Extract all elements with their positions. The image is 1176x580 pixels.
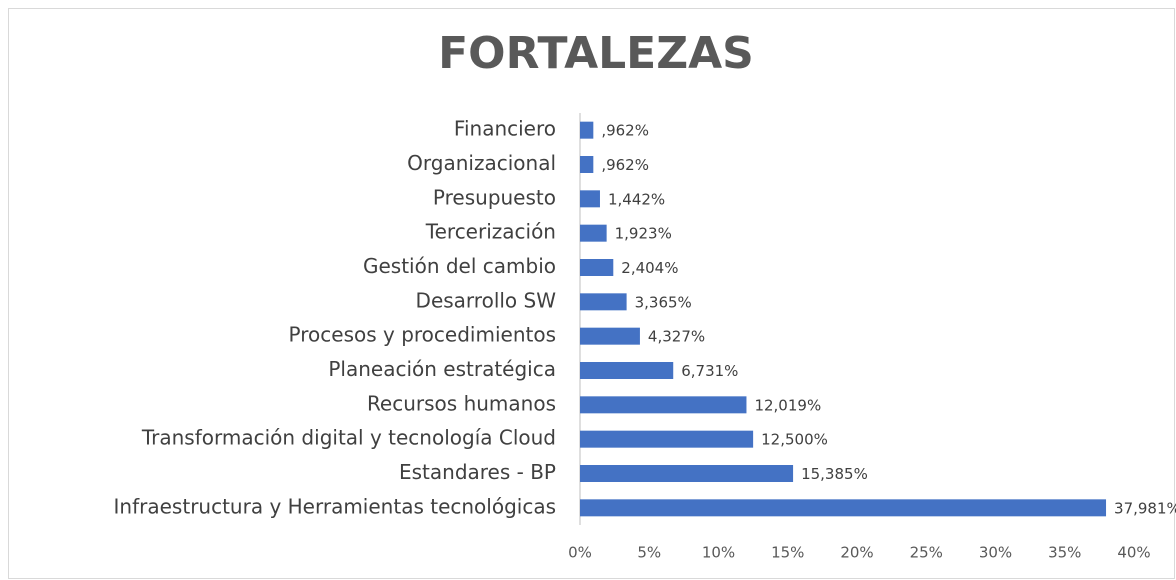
x-tick-label: 25% <box>910 544 943 562</box>
x-tick-label: 20% <box>840 544 873 562</box>
x-tick-label: 0% <box>568 544 592 562</box>
data-label: 12,019% <box>754 396 821 414</box>
bar <box>580 327 640 345</box>
bar <box>580 293 627 311</box>
data-label: 1,923% <box>615 225 672 243</box>
data-label: 1,442% <box>608 190 665 208</box>
data-label: 4,327% <box>648 328 705 346</box>
y-tick-label: Recursos humanos <box>367 391 556 415</box>
chart-title: FORTALEZAS <box>438 28 754 79</box>
y-tick-label: Desarrollo SW <box>416 288 557 312</box>
x-tick-label: 5% <box>637 544 661 562</box>
y-tick-label: Gestión del cambio <box>363 254 556 278</box>
y-tick-label: Infraestructura y Herramientas tecnológi… <box>114 494 556 518</box>
data-label: 15,385% <box>801 465 868 483</box>
data-label: 2,404% <box>621 259 678 277</box>
bar <box>580 396 747 414</box>
x-tick-label: 15% <box>771 544 804 562</box>
data-label: ,962% <box>601 122 649 140</box>
x-tick-label: 35% <box>1048 544 1081 562</box>
bar <box>580 499 1107 517</box>
y-tick-label: Presupuesto <box>433 185 556 209</box>
x-tick-label: 30% <box>979 544 1012 562</box>
bar <box>580 156 594 173</box>
bar <box>580 224 607 242</box>
data-label: ,962% <box>601 156 649 174</box>
bar <box>580 430 754 448</box>
y-tick-label: Organizacional <box>407 151 556 175</box>
data-label: 37,981% <box>1114 499 1176 517</box>
data-label: 6,731% <box>681 362 738 380</box>
data-label: 3,365% <box>635 293 692 311</box>
x-tick-label: 40% <box>1117 544 1150 562</box>
y-tick-label: Planeación estratégica <box>328 357 556 381</box>
bar <box>580 362 674 379</box>
bar <box>580 465 794 482</box>
y-tick-label: Transformación digital y tecnología Clou… <box>141 426 556 450</box>
y-tick-label: Financiero <box>454 117 556 141</box>
y-tick-label: Tercerización <box>425 220 556 244</box>
y-tick-label: Estandares - BP <box>399 460 556 484</box>
bar <box>580 121 594 139</box>
bar <box>580 190 600 208</box>
bar <box>580 259 614 276</box>
x-tick-label: 10% <box>702 544 735 562</box>
data-label: 12,500% <box>761 431 828 449</box>
y-tick-label: Procesos y procedimientos <box>289 323 556 347</box>
